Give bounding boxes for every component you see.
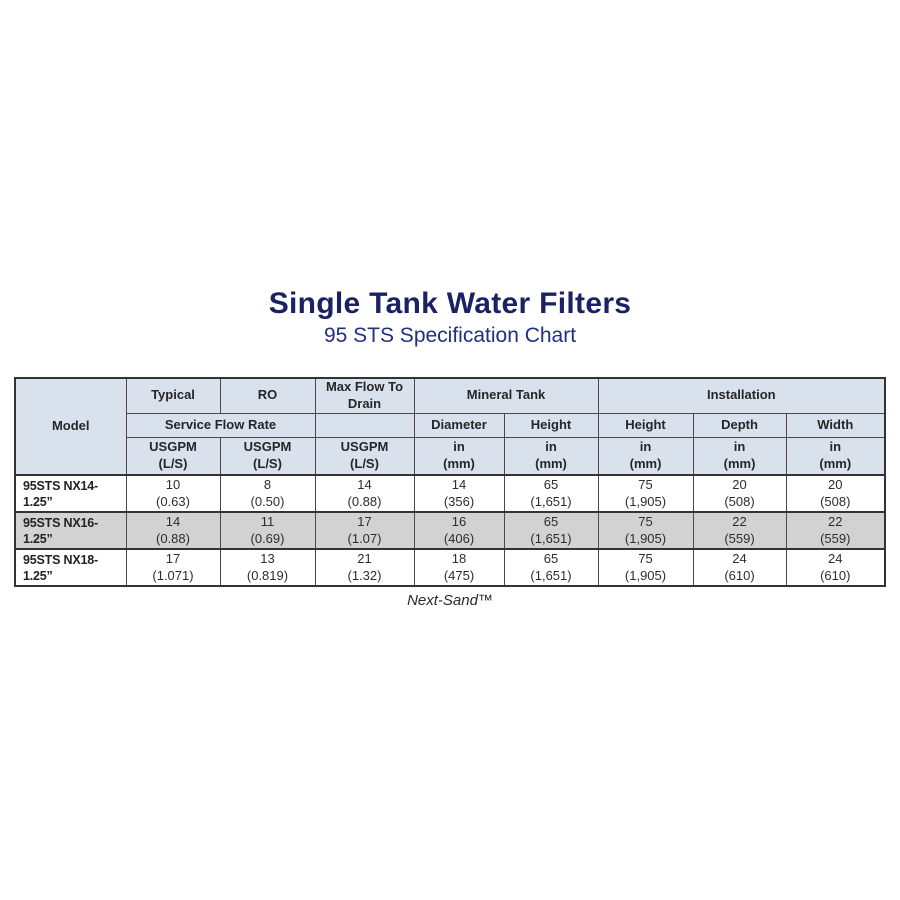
header-row-units: USGPM (L/S) USGPM (L/S) USGPM (L/S) in (…: [15, 436, 886, 476]
table-cell: 20 (508): [785, 474, 886, 513]
header-installation: Installation: [597, 377, 886, 414]
table-cell: 14 (356): [413, 474, 505, 513]
table-cell: 22 (559): [785, 511, 886, 550]
model-cell: 95STS NX16-1.25”: [14, 511, 127, 550]
spec-table: Model Typical RO Max Flow To Drain Miner…: [14, 377, 887, 588]
page-subtitle: 95 STS Specification Chart: [323, 324, 577, 347]
header-tank-height: Height: [503, 412, 599, 438]
page-title: Single Tank Water Filters: [268, 287, 632, 320]
header-service-flow-rate: Service Flow Rate: [125, 412, 316, 438]
table-cell: 10 (0.63): [125, 474, 221, 513]
unit-usgpm: USGPM (L/S): [125, 436, 221, 476]
header-blank: [314, 412, 415, 438]
table-cell: 18 (475): [413, 548, 505, 587]
unit-usgpm: USGPM (L/S): [314, 436, 415, 476]
table-cell: 20 (508): [692, 474, 787, 513]
unit-in-mm: in (mm): [503, 436, 599, 476]
table-cell: 14 (0.88): [314, 474, 415, 513]
header-row-measures: Service Flow Rate Diameter Height Height…: [15, 412, 886, 438]
header-depth: Depth: [692, 412, 787, 438]
table-cell: 75 (1,905): [597, 548, 694, 587]
table-cell: 8 (0.50): [219, 474, 316, 513]
table-cell: 65 (1,651): [503, 474, 599, 513]
unit-in-mm: in (mm): [692, 436, 787, 476]
table-cell: 14 (0.88): [125, 511, 221, 550]
header-row-groups: Model Typical RO Max Flow To Drain Miner…: [14, 377, 886, 476]
header-install-height: Height: [597, 412, 694, 438]
table-row: 95STS NX16-1.25” 14 (0.88) 11 (0.69) 17 …: [14, 511, 886, 550]
table-cell: 24 (610): [785, 548, 886, 587]
header-max-flow-to-drain: Max Flow To Drain: [314, 377, 415, 414]
table-cell: 17 (1.07): [314, 511, 415, 550]
table-cell: 21 (1.32): [314, 548, 415, 587]
table-row: 95STS NX14-1.25” 10 (0.63) 8 (0.50) 14 (…: [14, 474, 886, 513]
table-cell: 65 (1,651): [503, 511, 599, 550]
unit-in-mm: in (mm): [597, 436, 694, 476]
table-cell: 16 (406): [413, 511, 505, 550]
header-model: Model: [14, 377, 127, 476]
header-width: Width: [785, 412, 886, 438]
unit-in-mm: in (mm): [413, 436, 505, 476]
table-cell: 11 (0.69): [219, 511, 316, 550]
table-row: 95STS NX18-1.25” 17 (1.071) 13 (0.819) 2…: [14, 548, 886, 587]
unit-in-mm: in (mm): [785, 436, 886, 476]
header-diameter: Diameter: [413, 412, 505, 438]
table-cell: 75 (1,905): [597, 474, 694, 513]
table-cell: 17 (1.071): [125, 548, 221, 587]
table-cell: 24 (610): [692, 548, 787, 587]
model-cell: 95STS NX14-1.25”: [14, 474, 127, 513]
table-cell: 65 (1,651): [503, 548, 599, 587]
header-mineral-tank: Mineral Tank: [413, 377, 599, 414]
table-cell: 22 (559): [692, 511, 787, 550]
table-cell: 75 (1,905): [597, 511, 694, 550]
footnote-brand: Next-Sand™: [407, 592, 493, 609]
unit-usgpm: USGPM (L/S): [219, 436, 316, 476]
header-typical: Typical: [125, 377, 221, 414]
header-ro: RO: [219, 377, 316, 414]
table-cell: 13 (0.819): [219, 548, 316, 587]
model-cell: 95STS NX18-1.25”: [14, 548, 127, 587]
